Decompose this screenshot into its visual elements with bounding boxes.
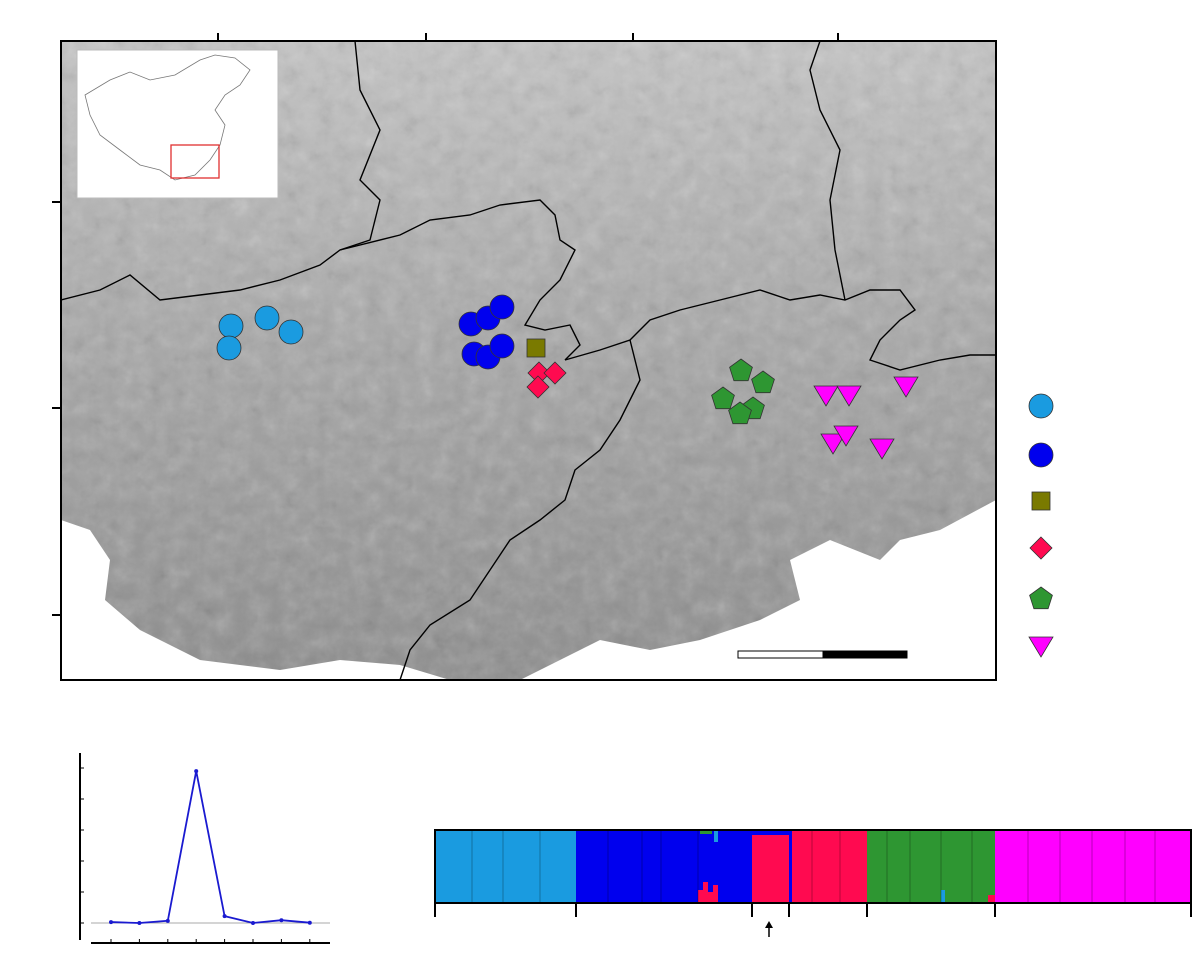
pentagon-marker — [728, 401, 752, 425]
cluster-block — [995, 830, 1191, 903]
structure-frame — [434, 829, 1192, 904]
pentagon-marker — [711, 386, 735, 410]
admixed-individual — [698, 882, 718, 903]
delta-k-point — [307, 920, 312, 925]
delta-k-line — [110, 770, 310, 924]
diamond-marker — [1029, 536, 1053, 560]
circle-marker — [489, 333, 515, 359]
circle-marker — [254, 305, 280, 331]
circle-marker — [1028, 442, 1054, 468]
admixed-individual — [752, 830, 789, 835]
map-frame — [60, 40, 997, 681]
delta-k-point — [279, 918, 284, 923]
cluster-block — [789, 830, 867, 903]
circle-marker — [278, 319, 304, 345]
square-marker — [526, 338, 546, 358]
legend — [1028, 393, 1054, 658]
study-area-box — [170, 144, 220, 179]
admixed-individual — [700, 830, 712, 834]
delta-k-point — [165, 918, 170, 923]
cluster-block — [435, 830, 576, 903]
china-outline — [84, 54, 251, 181]
delta-k-point — [222, 914, 227, 919]
province-borders — [61, 41, 996, 680]
triangle-down-marker — [1028, 636, 1054, 658]
circle-marker — [218, 313, 244, 339]
arrow-up-icon — [765, 921, 773, 937]
diamond-marker — [543, 361, 567, 385]
inset-map — [76, 49, 279, 199]
delta-k-point — [109, 920, 113, 925]
triangle-down-marker — [893, 376, 919, 398]
delta-k-point — [194, 769, 199, 774]
triangle-down-marker — [836, 385, 862, 407]
triangle-down-marker — [820, 433, 846, 455]
scale-bar — [737, 650, 908, 659]
triangle-down-marker — [869, 438, 895, 460]
cluster-block — [867, 830, 995, 903]
cluster-block — [752, 830, 789, 903]
admixed-individual — [714, 830, 718, 842]
circle-marker — [489, 294, 515, 320]
triangle-down-marker — [813, 385, 839, 407]
pentagon-marker — [729, 358, 753, 382]
sea — [61, 500, 996, 680]
map-ticks — [52, 33, 839, 616]
delta-k-point — [251, 921, 255, 925]
structure-barplot — [434, 829, 1192, 917]
square-marker — [1031, 491, 1051, 511]
circle-marker — [216, 335, 242, 361]
triangle-down-marker — [833, 425, 859, 447]
sample-markers — [216, 294, 919, 460]
delta-k-point — [137, 921, 142, 925]
admixed-individual — [988, 895, 995, 903]
cluster-block — [576, 830, 752, 903]
pentagon-marker — [1029, 586, 1053, 610]
delta-k-plot — [79, 753, 330, 944]
admixed-individual — [789, 830, 792, 903]
pentagon-marker — [751, 370, 775, 394]
admixed-individual — [941, 890, 945, 903]
diamond-marker — [526, 375, 550, 399]
circle-marker — [1028, 393, 1054, 419]
